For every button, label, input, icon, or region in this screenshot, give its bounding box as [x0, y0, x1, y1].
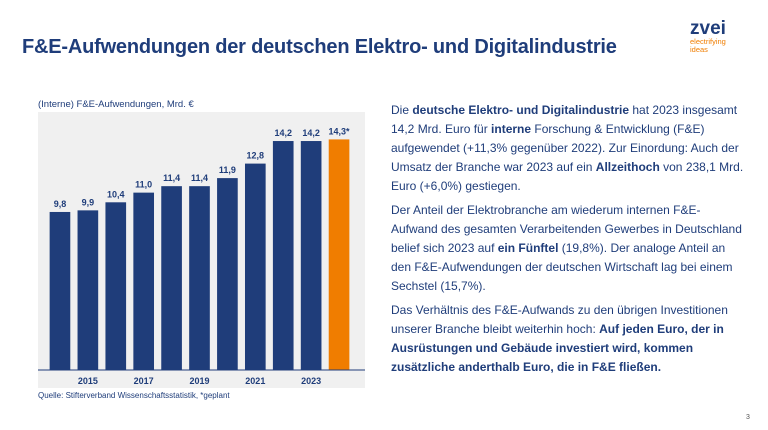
bar — [244, 163, 266, 370]
x-tick-label: 2017 — [134, 376, 154, 386]
paragraph-investment-ratio: Das Verhältnis des F&E-Aufwands zu den ü… — [391, 301, 746, 377]
bold-text-run: deutsche Elektro- und Digitalindustrie — [412, 103, 630, 117]
bar-value-label: 9,8 — [54, 199, 67, 209]
text-panel: Die deutsche Elektro- und Digitalindustr… — [391, 101, 746, 382]
bar-value-label: 10,4 — [107, 189, 125, 199]
text-run: Das Verhältnis des F&E-Aufwands zu den ü… — [391, 303, 728, 336]
bold-text-run: Allzeithoch — [595, 160, 660, 174]
logo-wordmark: zvei — [690, 18, 726, 39]
chart-source-note: Quelle: Stifterverband Wissenschaftsstat… — [38, 391, 230, 400]
bar-value-label: 11,4 — [191, 173, 208, 183]
text-run: von 238,1 Mrd. Euro (+6,0%) gestiegen. — [391, 160, 744, 193]
bar — [77, 210, 99, 370]
zvei-logo: zvei electrifying ideas — [690, 18, 754, 54]
bar — [217, 178, 238, 370]
text-run: Die — [391, 103, 413, 117]
bar-value-label: 14,2 — [302, 128, 320, 138]
chart-caption: (Interne) F&E-Aufwendungen, Mrd. € — [38, 99, 194, 110]
bar-value-label: 14,2 — [274, 128, 292, 138]
x-tick-label: 2015 — [78, 376, 98, 386]
paragraph-revenue: Die deutsche Elektro- und Digitalindustr… — [391, 101, 746, 196]
text-run: Forschung & Entwicklung (F&E) aufgewende… — [391, 122, 739, 174]
bar — [133, 192, 155, 371]
bold-text-run: interne — [491, 122, 532, 136]
x-tick-label: 2021 — [245, 376, 265, 386]
bar — [272, 141, 294, 370]
text-run: hat 2023 insgesamt 14,2 Mrd. Euro für — [391, 103, 738, 136]
bar — [161, 186, 182, 370]
bar-value-label: 14,3* — [329, 126, 351, 136]
bar-value-label: 12,8 — [247, 151, 265, 161]
text-run: Der Anteil der Elektrobranche am wiederu… — [391, 203, 742, 255]
bar — [105, 202, 127, 370]
text-run: (19,8%). Der analoge Anteil an den F&E-A… — [391, 241, 733, 293]
page-number: 3 — [746, 414, 750, 421]
bar-value-label: 11,9 — [219, 165, 236, 175]
bar-value-label: 11,0 — [135, 180, 152, 190]
bar — [189, 186, 210, 370]
bold-text-run: Auf jeden Euro, der in Ausrüstungen und … — [391, 322, 724, 374]
rd-spending-bar-chart: 9,8 9,9 2015 10,4 11,0 2017 11,4 11,4 2019 11,9 12… — [38, 112, 365, 388]
logo-tagline-line1: electrifying — [690, 37, 726, 46]
x-tick-label: 2023 — [301, 376, 321, 386]
bar-value-label: 9,9 — [82, 197, 95, 207]
bar — [300, 141, 322, 370]
x-tick-label: 2019 — [189, 376, 209, 386]
bar-value-label: 11,4 — [163, 173, 180, 183]
paragraph-share: Der Anteil der Elektrobranche am wiederu… — [391, 201, 746, 296]
bar — [49, 211, 71, 370]
bar-planned — [328, 139, 350, 370]
page-title: F&E-Aufwendungen der deutschen Elektro- … — [22, 36, 617, 58]
logo-tagline-line2: ideas — [690, 45, 708, 54]
bold-text-run: ein Fünftel — [497, 241, 559, 255]
